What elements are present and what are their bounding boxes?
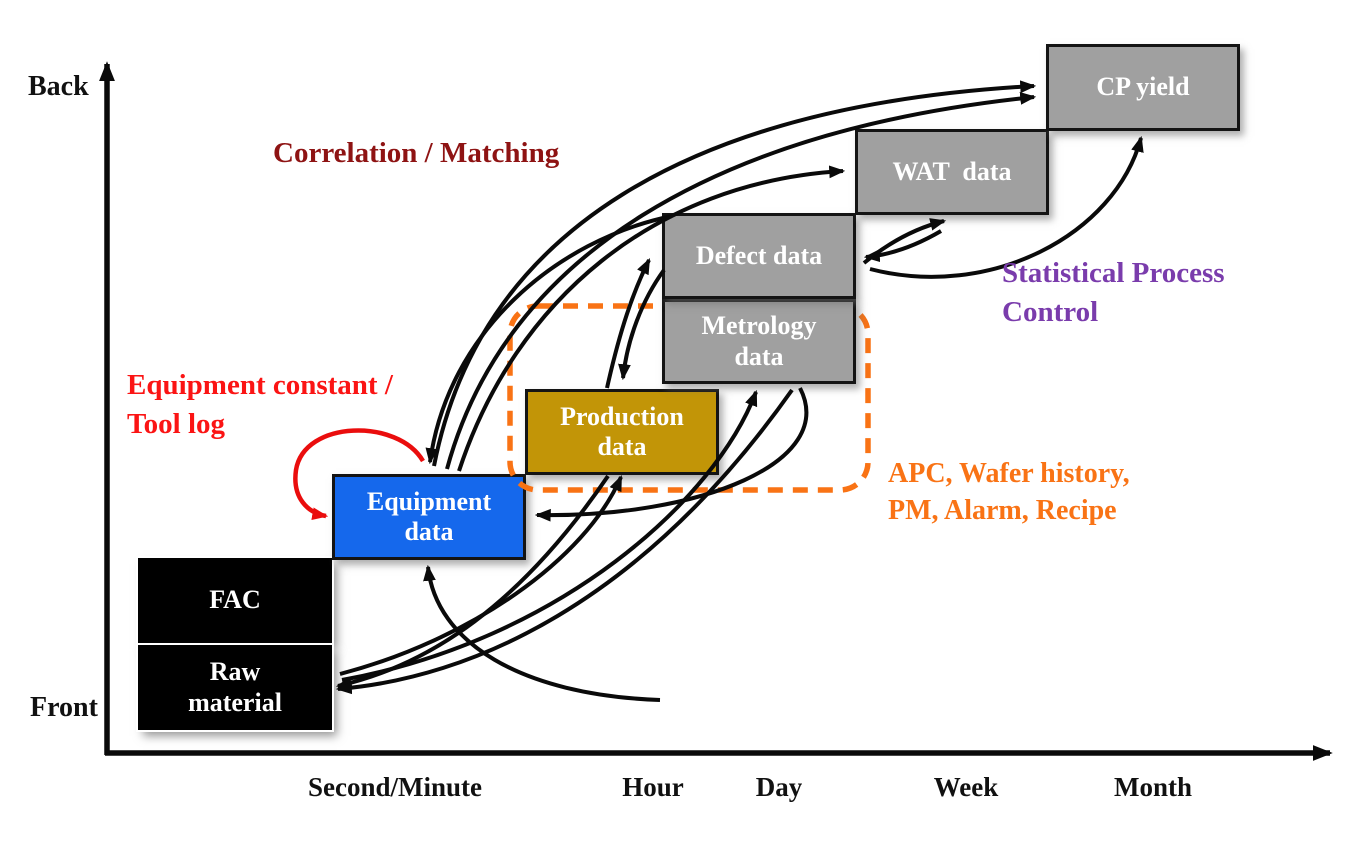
apc-line2: PM, Alarm, Recipe <box>888 495 1117 527</box>
equipment-constant-line1: Equipment constant / <box>127 369 393 401</box>
spc-line2: Control <box>1002 295 1099 328</box>
cp-yield-box: CP yield <box>1046 44 1240 131</box>
spc-line1: Statistical Process <box>1002 257 1225 289</box>
x-axis-label-second-minute: Second/Minute <box>307 772 483 802</box>
raw-material-box: Raw material <box>136 643 334 732</box>
y-axis-back-label: Back <box>28 71 89 102</box>
x-axis-label-month: Month <box>1113 772 1193 802</box>
cp-yield-label: CP yield <box>1096 72 1190 102</box>
statistical-process-control-annotation: Statistical Process Control <box>1002 254 1225 331</box>
fac-label: FAC <box>209 585 261 615</box>
x-axis-label-day: Day <box>755 772 803 802</box>
y-axis-front-label: Front <box>30 692 98 723</box>
apc-line1: APC, Wafer history, <box>888 458 1130 489</box>
fac-box: FAC <box>136 556 334 645</box>
equipment-constant-annotation: Equipment constant / Tool log <box>127 366 393 443</box>
correlation-matching-annotation: Correlation / Matching <box>273 134 559 173</box>
raw-material-label-line1: Raw <box>209 657 261 687</box>
equipment-constant-line2: Tool log <box>127 407 226 440</box>
x-axis-label-hour: Hour <box>622 772 684 802</box>
correlation-matching-text: Correlation / Matching <box>273 137 560 169</box>
raw-material-label-line2: material <box>188 687 282 717</box>
apc-wafer-history-annotation: APC, Wafer history, PM, Alarm, Recipe <box>888 455 1130 529</box>
x-axis-label-week: Week <box>933 772 999 802</box>
